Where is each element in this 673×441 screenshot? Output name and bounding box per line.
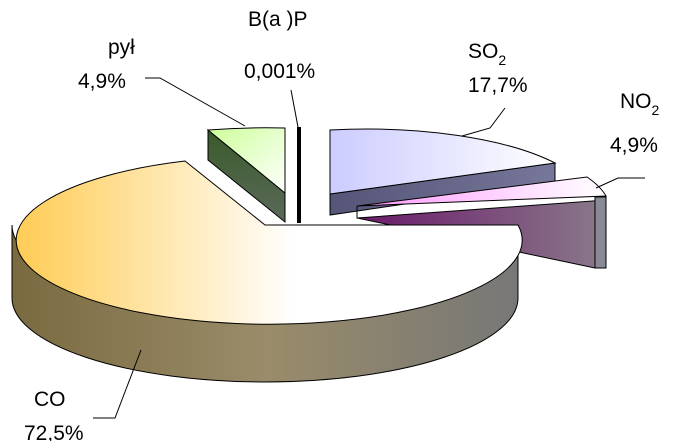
label-no2-name: NO2 xyxy=(620,90,660,118)
slice-co xyxy=(11,160,523,383)
leader-line-bap xyxy=(290,89,299,128)
leader-line-so2 xyxy=(461,107,506,137)
leader-line-co xyxy=(93,349,142,419)
label-pyl-name: pył xyxy=(108,36,135,59)
leader-line-pyl xyxy=(145,77,246,127)
label-bap-name: B(a )P xyxy=(248,8,308,31)
slice-bap xyxy=(297,127,301,223)
slice-co-top xyxy=(15,160,523,325)
label-bap-value: 0,001% xyxy=(244,60,315,83)
label-co-name: CO xyxy=(34,388,66,411)
label-so2-value: 17,7% xyxy=(468,74,528,97)
slice-no2-outer xyxy=(594,196,607,269)
label-no2-value: 4,9% xyxy=(610,134,658,157)
label-pyl-value: 4,9% xyxy=(78,70,126,93)
label-so2-name: SO2 xyxy=(468,40,506,68)
leader-line-no2 xyxy=(595,177,645,189)
slice-bap-sliver xyxy=(297,127,301,223)
label-co-value: 72,5% xyxy=(24,422,84,441)
slice-pyl xyxy=(206,127,286,224)
slice-no2-top xyxy=(356,176,607,207)
slice-so2-top xyxy=(329,128,557,195)
slice-pyl-top xyxy=(206,127,286,195)
